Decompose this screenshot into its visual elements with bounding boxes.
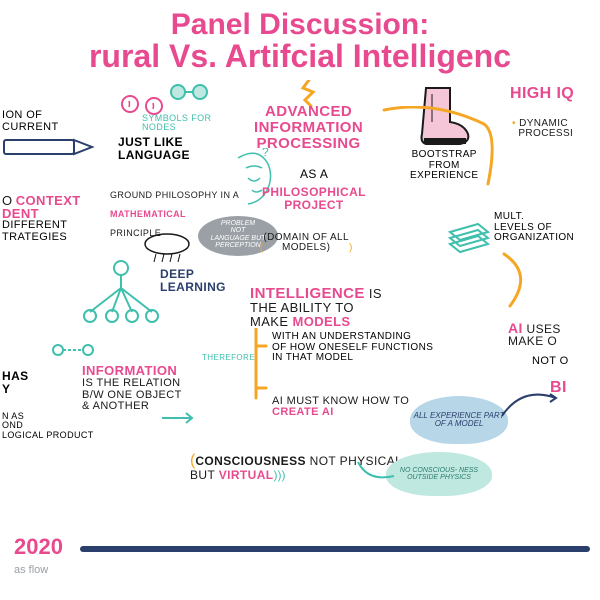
just-like-language: JUST LIKE LANGUAGE (118, 136, 190, 161)
orange-long-curve-icon (500, 250, 540, 310)
orange-hook-icon (380, 106, 500, 196)
object-relation-icon (50, 340, 96, 360)
advanced-info-processing: ADVANCED INFORMATION PROCESSING (254, 104, 363, 151)
no-consciousness-cloud: NO CONSCIOUS- NESS OUTSIDE PHYSICS (386, 452, 492, 496)
title: Panel Discussion: rural Vs. Artifcial In… (0, 0, 600, 75)
arrow-right-icon (160, 410, 200, 426)
logical-product: N AS OND LOGICAL PRODUCT (2, 412, 94, 440)
domain-of-all-models: ((DOMAIN OF ALL MODELS)) (260, 222, 352, 254)
footer-year: 2020 (14, 534, 63, 560)
ai-must-create-ai: AI MUST KNOW HOW TOCREATE AI (272, 384, 409, 419)
intelligence-definition: INTELLIGENCE ISTHE ABILITY TOMAKE MODELS (250, 272, 382, 329)
not-o: NOT O (532, 356, 569, 368)
context-dent: O CONTEXT DENT (2, 180, 81, 221)
philosophical-project: PHILOSOPHICAL PROJECT (262, 186, 366, 211)
title-line1: Panel Discussion: (0, 8, 600, 42)
nodes-label: SYMBOLS FOR NODES (142, 114, 211, 133)
different-strategies: DIFFERENT TRATEGIES (2, 220, 67, 243)
tree-icon (78, 258, 164, 328)
footer-tag: as flow (14, 564, 48, 576)
therefore: THEREFORE (202, 354, 255, 362)
information-relation: INFORMATION IS THE RELATION B/W ONE OBJE… (82, 352, 182, 413)
orange-branch-icon (244, 328, 268, 408)
dynamic-processing: • DYNAMIC PROCESSI (512, 108, 573, 140)
has-y: HAS Y (2, 370, 29, 395)
footer-divider (80, 546, 590, 552)
mult-levels-organization: MULT. LEVELS OF ORGANIZATION (494, 212, 574, 244)
papers-icon (444, 218, 490, 258)
high-iq: HIGH IQ (510, 86, 574, 103)
deep-learning: DEEP LEARNING (160, 268, 226, 293)
pen-icon (0, 134, 100, 164)
teal-curve-icon (356, 460, 396, 484)
with-understanding: WITH AN UNDERSTANDING OF HOW ONESELF FUN… (272, 332, 433, 364)
title-line2: rural Vs. Artifcial Intelligenc (0, 38, 600, 75)
ai-uses: AI USES MAKE O (508, 308, 561, 348)
ion-of-current: ION OF CURRENT (2, 110, 59, 133)
nodes-icon (118, 82, 208, 116)
blue-curve-icon (500, 390, 560, 420)
as-a: AS A (300, 168, 328, 181)
all-experience-cloud: ALL EXPERIENCE PART OF A MODEL (410, 396, 508, 444)
